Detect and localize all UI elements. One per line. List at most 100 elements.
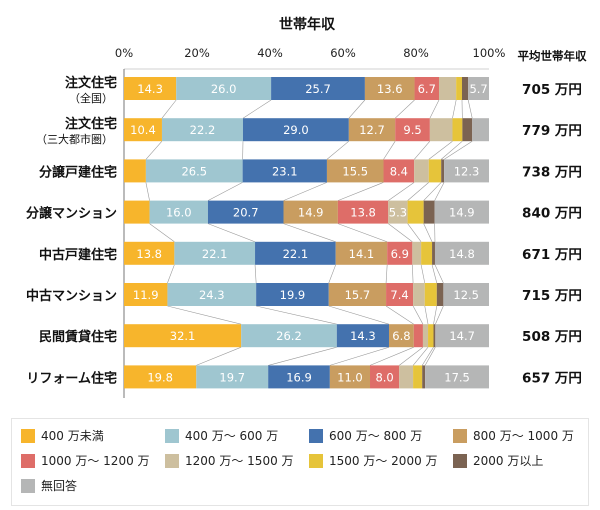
legend-item: 無回答 [21,477,77,494]
data-label: 11.0 [337,370,363,384]
legend-item: 400 万～ 600 万 [165,427,278,444]
data-label: 6.7 [418,82,436,96]
connector-line [149,223,175,243]
data-label: 29.0 [283,123,309,137]
bar-segment [256,283,329,306]
connector-line [348,99,366,119]
data-label: 6.9 [391,247,409,261]
bar-segment [422,324,429,348]
bar-segment [413,324,423,348]
bar-segment [462,118,473,142]
chart-title: 世帯年収 [279,16,336,33]
average-income-value: 657 万円 [522,370,582,386]
connector-line [388,223,413,243]
legend-label: 1000 万～ 1200 万 [41,454,150,468]
data-label: 22.1 [202,247,228,261]
category-label: 中古戸建住宅 [39,247,117,263]
bar-segment [468,77,489,100]
data-label: 24.3 [199,288,225,302]
bar-segment [433,324,436,348]
legend-item: 400 万未満 [21,427,104,444]
connector-line [412,305,424,325]
connector-line [383,141,396,160]
x-tick-label: 100% [473,46,506,60]
connector-line [413,141,431,160]
bar-segment [432,241,435,265]
connector-line [407,223,422,242]
connector-line [369,346,414,366]
connector-line [385,305,414,325]
bar-segment [242,159,327,183]
bar-segment [242,118,349,142]
data-label: 23.1 [272,164,298,178]
data-label: 19.8 [147,370,173,384]
category-label: 分譲戸建住宅 [39,164,117,180]
bar-segment [388,200,408,224]
bar-segment [176,77,272,100]
average-income-header: 平均世帯年収 [518,49,587,63]
category-label: リフォーム住宅 [26,370,117,386]
data-label: 22.2 [190,123,216,137]
legend-swatch [309,453,323,468]
legend-item: 2000 万以上 [453,452,543,469]
bar-segment [436,283,444,306]
category-label: 分譲マンション [26,206,117,222]
legend-item: 800 万～ 1000 万 [453,427,574,444]
data-label: 12.7 [359,123,385,137]
connector-line [242,99,272,119]
legend-swatch [21,453,35,468]
data-label: 26.5 [181,164,207,178]
connector-line [440,140,463,160]
legend-swatch [453,453,467,468]
data-label: 10.4 [130,123,156,137]
data-label: 14.3 [350,329,376,343]
bar-segment [124,283,168,306]
bar-segment [434,241,489,265]
bar-segment [395,118,430,142]
bar-segment [428,159,442,183]
connector-line [399,346,424,366]
connector-line [337,223,388,243]
connector-line [412,264,414,284]
legend-swatch [309,428,323,443]
bar-segment [435,324,489,348]
bar-segment [124,365,197,389]
connector-line [283,182,328,201]
data-label: 5.7 [469,82,487,96]
bar-segment [364,77,415,100]
bar-segment [271,77,365,100]
connector-line [421,347,434,366]
connector-line [167,264,175,284]
data-label: 14.1 [349,247,375,261]
category-label: 注文住宅 [65,116,117,132]
connector-line [407,182,429,201]
legend-item: 600 万～ 800 万 [309,427,422,444]
connector-line [283,223,336,243]
connector-line [424,305,429,325]
bar-segment [456,77,462,100]
connector-line [254,264,257,284]
legend-label: 400 万～ 600 万 [185,429,279,443]
legend-label: 1500 万～ 2000 万 [329,454,438,468]
legend-label: 1200 万～ 1500 万 [185,454,294,468]
bar-segment [413,283,425,306]
data-label: 26.2 [276,329,302,343]
bar-segment [283,200,338,224]
x-tick-label: 40% [257,46,283,60]
bars: 14.3 10.4 13.8 11.9 32.1 19.8 26.0 22.2 26.5 16.0… [124,77,489,389]
category-labels: 注文住宅（全国）注文住宅（三大都市圏）分譲戸建住宅分譲マンション中古戸建住宅中古… [26,75,117,386]
bar-segment [441,159,445,183]
connector-line [431,264,438,284]
data-label: 14.8 [449,247,475,261]
connector-line [434,264,444,284]
bar-segment [425,365,489,389]
x-axis-ticks: 0% 20% 40% 60% 80% 100% [115,46,506,60]
bar-segment [207,200,284,224]
bar-segment [161,118,243,142]
bar-segment [124,241,175,265]
bar-segment [421,241,433,265]
bar-segment [386,283,414,306]
data-label: 14.7 [449,329,475,343]
average-income-value: 840 万円 [522,206,582,222]
connector-line [452,99,457,119]
